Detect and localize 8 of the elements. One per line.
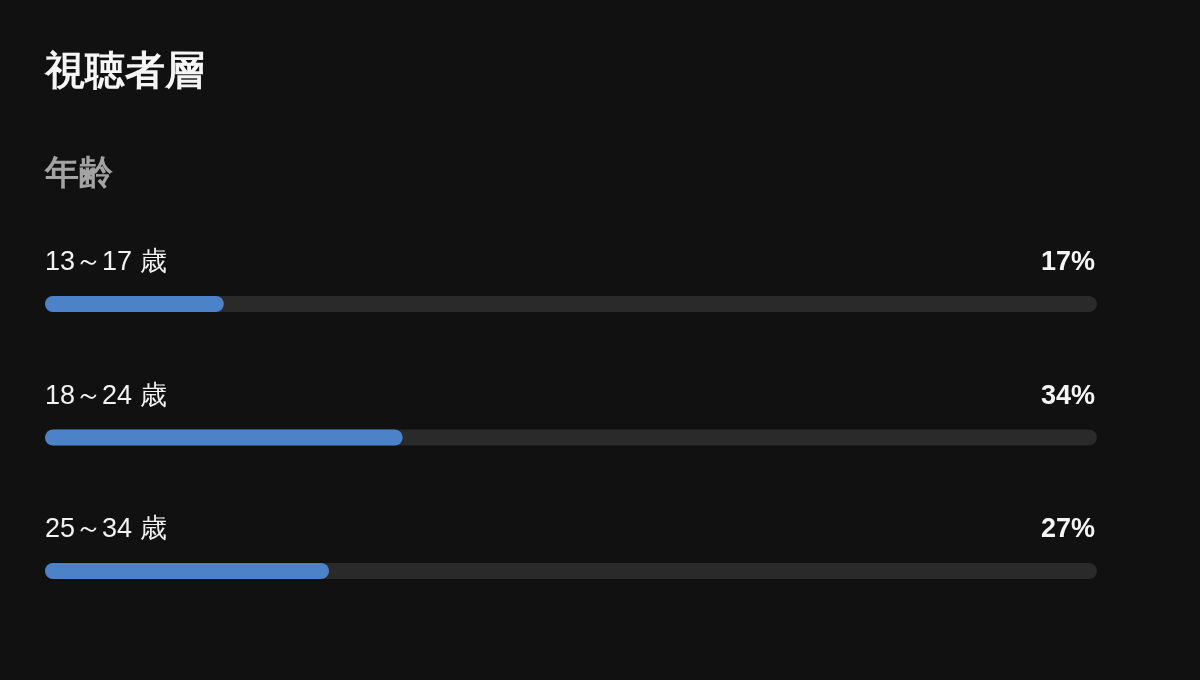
category-label: 18～24 歳 <box>45 379 167 410</box>
category-label: 25～34 歳 <box>45 513 167 543</box>
title: 視聴者層 <box>45 48 205 92</box>
value-label: 27% <box>1040 513 1095 543</box>
value-label: 17% <box>1040 246 1095 276</box>
value-label: 34% <box>1040 379 1095 410</box>
subtitle: 年齢 <box>45 153 113 191</box>
category-label: 13～17 歳 <box>45 246 167 276</box>
